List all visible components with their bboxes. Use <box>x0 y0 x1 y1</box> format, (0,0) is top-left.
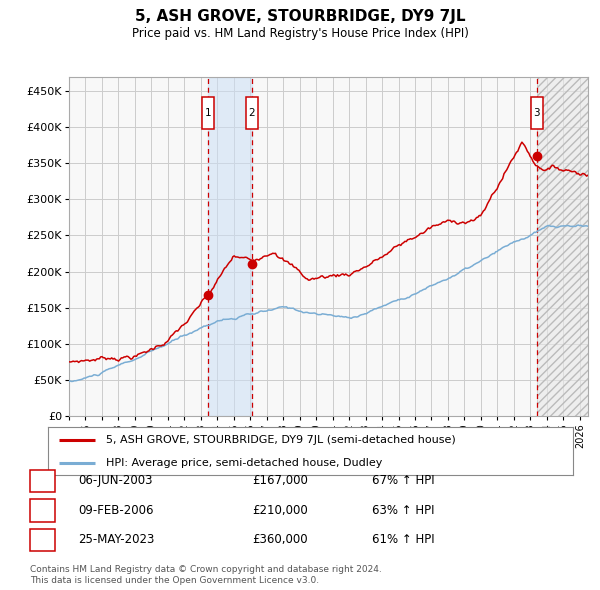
Text: £167,000: £167,000 <box>252 474 308 487</box>
Text: 5, ASH GROVE, STOURBRIDGE, DY9 7JL: 5, ASH GROVE, STOURBRIDGE, DY9 7JL <box>135 9 465 24</box>
Text: 2: 2 <box>39 506 46 515</box>
Text: 2: 2 <box>249 108 256 118</box>
Text: £360,000: £360,000 <box>252 533 308 546</box>
Text: 06-JUN-2003: 06-JUN-2003 <box>78 474 152 487</box>
Text: Price paid vs. HM Land Registry's House Price Index (HPI): Price paid vs. HM Land Registry's House … <box>131 27 469 40</box>
Text: 1: 1 <box>39 476 46 486</box>
Text: 1: 1 <box>205 108 211 118</box>
Text: 25-MAY-2023: 25-MAY-2023 <box>78 533 154 546</box>
Bar <box>537 77 588 416</box>
Text: 61% ↑ HPI: 61% ↑ HPI <box>372 533 434 546</box>
Bar <box>208 77 252 416</box>
Text: 67% ↑ HPI: 67% ↑ HPI <box>372 474 434 487</box>
FancyBboxPatch shape <box>530 97 543 129</box>
Text: Contains HM Land Registry data © Crown copyright and database right 2024.
This d: Contains HM Land Registry data © Crown c… <box>30 565 382 585</box>
Text: 3: 3 <box>533 108 540 118</box>
Bar <box>537 77 588 416</box>
FancyBboxPatch shape <box>246 97 259 129</box>
Text: HPI: Average price, semi-detached house, Dudley: HPI: Average price, semi-detached house,… <box>106 458 382 468</box>
Text: £210,000: £210,000 <box>252 504 308 517</box>
Text: 09-FEB-2006: 09-FEB-2006 <box>78 504 154 517</box>
Text: 3: 3 <box>39 535 46 545</box>
Text: 5, ASH GROVE, STOURBRIDGE, DY9 7JL (semi-detached house): 5, ASH GROVE, STOURBRIDGE, DY9 7JL (semi… <box>106 435 455 445</box>
Text: 63% ↑ HPI: 63% ↑ HPI <box>372 504 434 517</box>
FancyBboxPatch shape <box>202 97 214 129</box>
